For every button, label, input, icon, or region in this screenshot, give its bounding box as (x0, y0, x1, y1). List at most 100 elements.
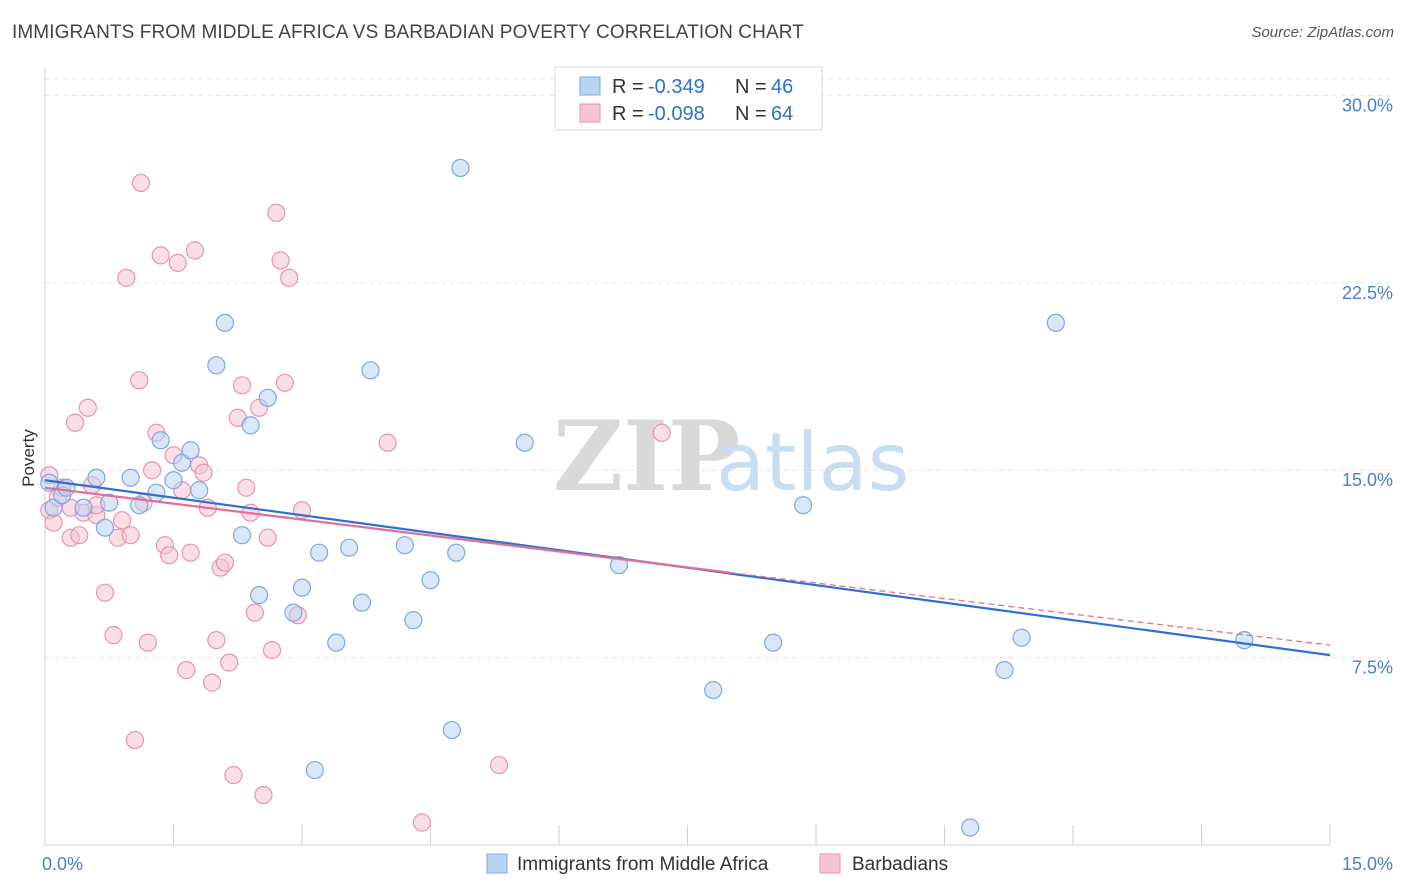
barbadians-point-26 (160, 546, 179, 565)
barbadians-point-61 (131, 173, 151, 193)
barbadians-point-57 (378, 433, 397, 452)
barbadians-point-34 (194, 463, 213, 482)
barbadians-point-48 (254, 785, 273, 805)
barbadians-point-13 (104, 626, 123, 645)
watermark-zip: ZIP (553, 400, 740, 513)
watermark: ZIP atlas (553, 400, 909, 513)
source-credit: Source: ZipAtlas.com (1251, 24, 1394, 41)
middle-africa-point-36 (704, 681, 723, 700)
middle-africa-point-28 (395, 536, 414, 555)
legend-n-value-1: 46 (771, 76, 793, 98)
legend-n-value-2: 64 (771, 103, 793, 125)
middle-africa-point-44 (305, 760, 324, 780)
series-middle-africa-points (40, 158, 1254, 837)
middle-africa-point-24 (327, 633, 346, 652)
middle-africa-point-19 (232, 526, 252, 545)
trend-line-barbadians-extension (730, 572, 1331, 646)
barbadians-point-50 (262, 641, 282, 660)
middle-africa-point-34 (515, 433, 534, 452)
legend: R = -0.349 N = 46 R = -0.098 N = 64 (554, 66, 823, 131)
barbadians-point-36 (202, 673, 222, 692)
barbadians-point-9 (78, 398, 97, 417)
barbadians-point-40 (220, 653, 239, 672)
middle-africa-point-39 (961, 818, 980, 837)
barbadians-point-58 (412, 813, 432, 832)
barbadians-point-43 (232, 376, 252, 395)
barbadians-point-7 (70, 526, 89, 545)
barbadians-point-24 (151, 246, 170, 265)
middle-africa-point-3 (74, 498, 93, 517)
y-tick-label-3: 30.0% (1342, 95, 1393, 115)
barbadians-point-30 (177, 661, 196, 680)
legend-r-label-2: R = (612, 103, 644, 125)
y-axis-label: Poverty (19, 429, 38, 487)
middle-africa-point-21 (284, 603, 303, 622)
barbadians-point-22 (142, 461, 162, 480)
middle-africa-point-40 (995, 661, 1014, 680)
series-legend-label-pink: Barbadians (852, 854, 948, 875)
legend-n-label-1: N = (735, 76, 767, 98)
legend-swatch-blue (579, 76, 601, 96)
series-legend-swatch-pink (819, 853, 841, 874)
middle-africa-point-20 (250, 586, 269, 605)
barbadians-point-17 (121, 526, 140, 545)
middle-africa-point-32 (447, 543, 466, 562)
barbadians-point-15 (112, 511, 132, 530)
barbadians-point-46 (245, 603, 264, 622)
middle-africa-point-9 (147, 483, 166, 502)
middle-africa-point-25 (340, 538, 359, 557)
axes (44, 68, 1331, 846)
barbadians-point-12 (95, 583, 115, 602)
barbadians-point-37 (207, 631, 226, 650)
barbadians-point-32 (185, 241, 205, 260)
barbadians-point-21 (138, 633, 157, 652)
y-tick-label-1: 15.0% (1342, 470, 1393, 490)
middle-africa-point-10 (151, 431, 170, 450)
y-tick-labels: 7.5% 15.0% 22.5% 30.0% (1342, 95, 1393, 677)
middle-africa-point-42 (1046, 313, 1065, 332)
middle-africa-point-15 (207, 356, 226, 375)
barbadians-point-18 (125, 730, 145, 750)
middle-africa-point-5 (95, 518, 115, 537)
legend-r-value-2: -0.098 (648, 103, 705, 125)
middle-africa-point-14 (190, 481, 209, 500)
barbadians-point-53 (275, 373, 294, 392)
barbadians-point-60 (652, 423, 671, 442)
middle-africa-point-23 (310, 543, 329, 562)
middle-africa-point-22 (292, 578, 312, 597)
middle-africa-point-17 (241, 416, 260, 435)
grid (45, 78, 1390, 659)
middle-africa-point-0 (44, 498, 63, 517)
trend-line-barbadians (44, 486, 731, 574)
barbadians-point-59 (489, 755, 509, 775)
barbadians-point-39 (215, 553, 234, 572)
middle-africa-point-29 (404, 611, 423, 630)
series-legend-label-blue: Immigrants from Middle Africa (517, 854, 769, 875)
barbadians-point-52 (271, 251, 290, 270)
watermark-atlas: atlas (716, 416, 909, 509)
middle-africa-point-12 (172, 453, 192, 472)
y-tick-label-0: 7.5% (1352, 658, 1393, 678)
middle-africa-point-7 (121, 468, 140, 487)
middle-africa-point-18 (258, 388, 277, 407)
x-tick-label-1: 15.0% (1342, 854, 1393, 874)
middle-africa-point-26 (352, 593, 372, 612)
barbadians-point-54 (280, 268, 299, 287)
barbadians-point-19 (130, 371, 149, 390)
series-legend: Immigrants from Middle Africa Barbadians (486, 853, 948, 875)
middle-africa-point-41 (1012, 628, 1031, 647)
middle-africa-point-31 (442, 720, 462, 740)
legend-swatch-pink (579, 103, 601, 123)
legend-r-label-1: R = (612, 76, 644, 98)
chart-title: IMMIGRANTS FROM MIDDLE AFRICA VS BARBADI… (12, 22, 804, 43)
barbadians-point-28 (168, 253, 187, 272)
middle-africa-point-35 (609, 556, 629, 575)
x-tick-label-0: 0.0% (42, 854, 83, 874)
y-tick-label-2: 22.5% (1342, 283, 1393, 303)
barbadians-point-51 (267, 203, 286, 223)
middle-africa-point-4 (87, 468, 106, 487)
middle-africa-point-38 (794, 496, 813, 515)
barbadians-point-41 (224, 765, 243, 785)
middle-africa-point-30 (421, 571, 440, 590)
